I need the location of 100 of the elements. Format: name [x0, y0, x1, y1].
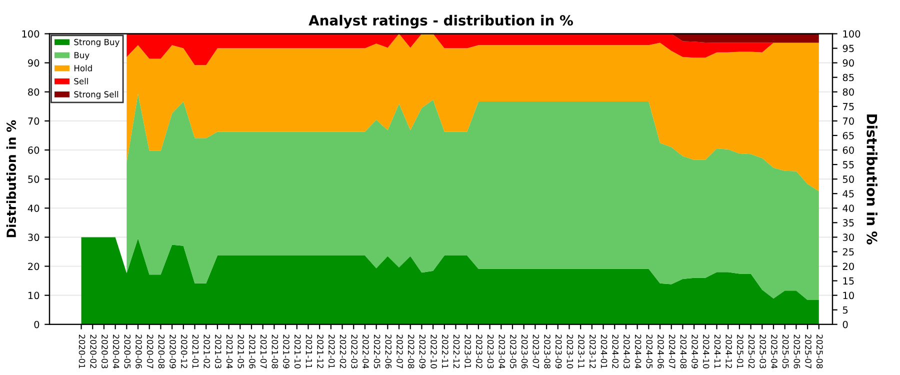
- x-tick-label: 2022-02: [340, 334, 346, 368]
- x-tick-label: 2022-10: [430, 334, 437, 368]
- x-tick-label: 2020-02: [90, 334, 97, 368]
- x-tick-label: 2020-08: [158, 334, 165, 368]
- y-tick-label: 20: [28, 262, 40, 270]
- x-tick-label: 2021-06: [249, 334, 256, 368]
- y2-tick-label: 20: [842, 262, 854, 270]
- x-tick-label: 2025-06: [794, 334, 800, 368]
- x-tick-label: 2022-05: [374, 334, 380, 368]
- x-tick-label: 2025-01: [737, 334, 744, 368]
- x-tick-label: 2024-09: [692, 334, 698, 368]
- x-tick-label: 2021-03: [215, 334, 222, 368]
- x-tick-label: 2021-09: [283, 334, 290, 368]
- legend-label: Buy: [74, 52, 90, 60]
- x-tick-label: 2024-05: [646, 334, 653, 368]
- y2-tick-label: 30: [842, 234, 854, 242]
- y2-tick-label: 70: [843, 117, 854, 125]
- legend-label: Strong Buy: [74, 38, 120, 47]
- y2-tick-label: 40: [842, 204, 854, 212]
- legend-label: Hold: [74, 64, 92, 72]
- y-tick-label: 80: [28, 88, 40, 96]
- x-tick-label: 2024-02: [612, 334, 619, 368]
- x-tick-label: 2025-08: [816, 334, 823, 368]
- y-tick-label: 0: [34, 320, 40, 328]
- chart-title: Analyst ratings - distribution in %: [308, 14, 573, 28]
- x-tick-label: 2024-11: [714, 334, 721, 368]
- y2-tick-label: 25: [842, 248, 854, 256]
- y2-axis-title: Distribution in %: [866, 114, 878, 244]
- y-tick-label: 70: [28, 117, 40, 125]
- y-axis-title: Distribution in %: [6, 120, 16, 238]
- x-tick-label: 2023-01: [464, 334, 471, 368]
- x-tick-label: 2021-04: [226, 334, 233, 368]
- y2-tick-label: 95: [842, 44, 854, 52]
- x-tick-label: 2023-04: [498, 334, 506, 368]
- x-tick-label: 2020-09: [170, 334, 176, 368]
- x-tick-label: 2025-05: [782, 334, 789, 368]
- y-tick-label: 30: [28, 234, 40, 242]
- x-tick-label: 2020-05: [124, 334, 131, 368]
- x-tick-label: 2022-11: [442, 334, 448, 368]
- y-tick-label: 90: [28, 59, 40, 67]
- x-tick-label: 2025-04: [771, 334, 778, 368]
- x-tick-label: 2023-09: [555, 334, 562, 368]
- y2-tick-label: 85: [842, 74, 854, 82]
- x-tick-label: 2023-08: [544, 334, 550, 368]
- x-tick-label: 2023-02: [476, 334, 482, 368]
- y2-tick-label: 90: [842, 59, 854, 67]
- x-tick-label: 2023-12: [590, 334, 596, 368]
- y-tick-label: 10: [28, 292, 40, 300]
- x-tick-label: 2024-10: [702, 334, 710, 368]
- y-tick-label: 50: [28, 176, 40, 183]
- x-tick-label: 2025-07: [805, 334, 812, 368]
- x-tick-label: 2024-12: [726, 334, 732, 368]
- x-tick-label: 2023-06: [521, 334, 528, 368]
- x-tick-label: 2024-08: [680, 334, 687, 368]
- x-tick-label: 2022-04: [362, 334, 369, 368]
- y-tick-label: 60: [28, 146, 40, 154]
- x-tick-label: 2022-01: [328, 334, 335, 368]
- x-tick-label: 2021-01: [192, 334, 199, 368]
- x-tick-label: 2023-10: [566, 334, 574, 368]
- x-tick-label: 2025-02: [748, 334, 755, 368]
- x-tick-label: 2023-05: [510, 334, 516, 368]
- legend-label: Sell: [74, 78, 88, 84]
- x-tick-label: 2021-07: [260, 334, 267, 368]
- x-tick-label: 2024-07: [668, 334, 676, 368]
- x-tick-label: 2021-02: [204, 334, 210, 368]
- y-tick-label: 100: [22, 30, 40, 38]
- y-tick-label: 40: [28, 204, 40, 212]
- x-tick-label: 2024-03: [624, 334, 630, 368]
- x-tick-label: 2020-12: [180, 334, 188, 368]
- y2-tick-label: 5: [842, 306, 848, 314]
- x-tick-label: 2025-03: [760, 334, 766, 368]
- y2-tick-label: 65: [842, 132, 854, 140]
- x-tick-label: 2020-06: [136, 334, 142, 368]
- x-tick-label: 2024-04: [634, 334, 642, 368]
- x-tick-label: 2020-01: [78, 334, 86, 368]
- x-tick-label: 2023-03: [487, 334, 494, 368]
- y2-tick-label: 100: [843, 30, 860, 38]
- x-tick-label: 2021-10: [294, 334, 301, 368]
- y2-tick-label: 75: [843, 103, 854, 110]
- legend-label: Strong Sell: [74, 91, 118, 100]
- x-tick-label: 2024-06: [658, 334, 664, 368]
- y2-tick-label: 45: [842, 190, 854, 198]
- x-tick-label: 2024-01: [600, 334, 608, 368]
- y2-tick-label: 0: [842, 320, 848, 328]
- y2-tick-label: 80: [842, 88, 854, 96]
- x-tick-label: 2021-12: [317, 334, 324, 368]
- x-tick-label: 2022-03: [351, 334, 358, 368]
- y2-tick-label: 15: [843, 277, 854, 285]
- x-tick-label: 2022-09: [419, 334, 426, 368]
- x-tick-label: 2020-04: [112, 334, 120, 368]
- x-tick-label: 2022-07: [396, 334, 403, 368]
- y2-tick-label: 10: [843, 292, 854, 300]
- x-tick-label: 2023-11: [578, 334, 584, 368]
- x-tick-label: 2022-08: [408, 334, 414, 368]
- y2-tick-label: 35: [842, 219, 854, 226]
- x-tick-label: 2020-07: [146, 334, 154, 368]
- x-tick-label: 2021-11: [306, 334, 312, 368]
- x-tick-label: 2021-08: [272, 334, 278, 368]
- y2-tick-label: 55: [842, 161, 854, 168]
- x-tick-label: 2023-07: [532, 334, 540, 368]
